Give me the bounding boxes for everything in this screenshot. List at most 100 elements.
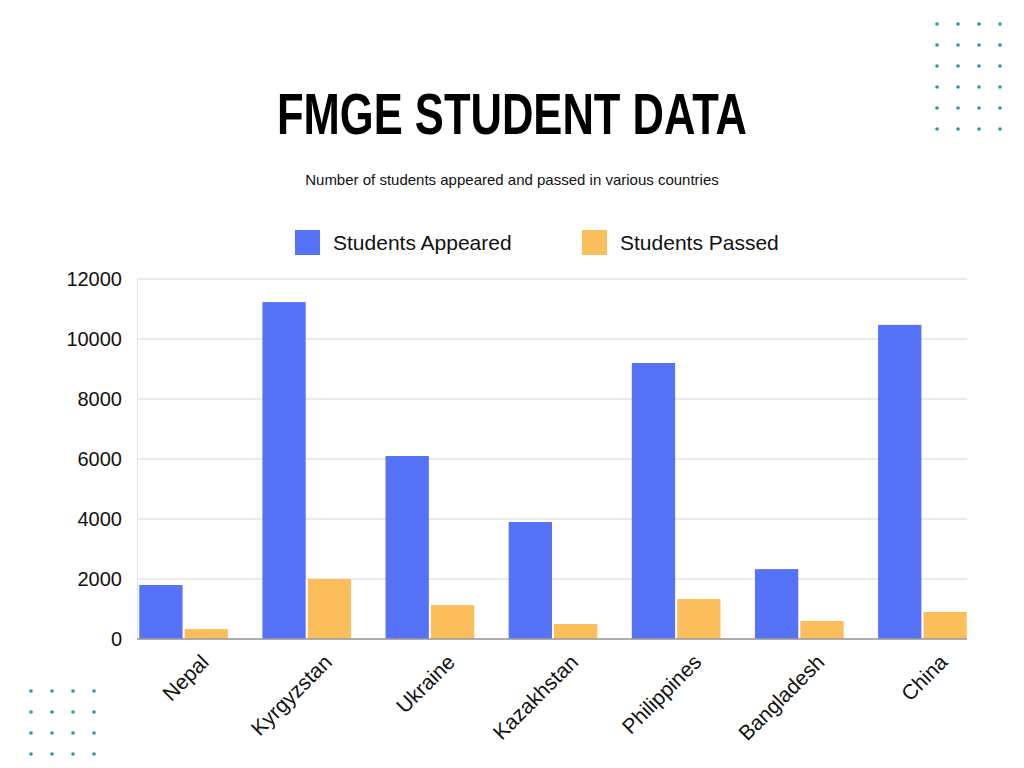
y-tick-label: 4000 — [78, 508, 123, 530]
decor-dot — [956, 64, 960, 68]
decor-dot — [50, 710, 54, 714]
grid-line — [137, 399, 967, 400]
y-axis-line — [137, 280, 138, 640]
x-tick-label: Kazakhstan — [488, 650, 582, 744]
x-tick: Philippines — [617, 639, 705, 738]
x-tick: Bangladesh — [734, 639, 829, 745]
bar — [800, 621, 843, 639]
bar — [386, 456, 429, 639]
x-axis: Nepal Kyrgyzstan Ukraine Kazakhstan Philippi… — [137, 639, 967, 745]
y-tick-label: 12000 — [66, 268, 122, 290]
bar — [185, 629, 228, 639]
bar — [878, 325, 921, 639]
x-tick-label: Philippines — [617, 650, 705, 738]
decor-dot — [977, 22, 981, 26]
y-tick-label: 8000 — [78, 388, 123, 410]
decor-dot — [956, 127, 960, 131]
grid-line — [137, 339, 967, 340]
bar — [632, 363, 675, 639]
decor-dot — [29, 752, 33, 756]
y-tick-label: 10000 — [66, 328, 122, 350]
x-tick: Nepal — [158, 639, 213, 705]
decor-dot — [998, 127, 1002, 131]
chart: FMGE STUDENT DATA Number of students appe… — [0, 0, 1024, 768]
y-tick: 6000 — [78, 448, 138, 470]
x-tick-label: Nepal — [158, 650, 213, 705]
decor-dot — [71, 731, 75, 735]
decor-dot — [956, 43, 960, 47]
y-tick: 10000 — [66, 328, 137, 350]
legend: Students Appeared Students Passed — [295, 230, 779, 255]
x-tick: China — [897, 639, 952, 705]
decor-dot — [92, 752, 96, 756]
decoration — [29, 22, 1002, 756]
bar — [923, 612, 966, 639]
x-tick-label: Kyrgyzstan — [246, 650, 336, 740]
y-tick-label: 6000 — [78, 448, 123, 470]
bar — [755, 569, 798, 639]
decor-dot — [29, 731, 33, 735]
decor-dot — [935, 127, 939, 131]
decor-dot — [998, 85, 1002, 89]
grid-line — [137, 519, 967, 520]
decor-dot — [956, 85, 960, 89]
bar — [262, 302, 305, 639]
bar — [308, 579, 351, 639]
decor-dot — [29, 710, 33, 714]
decor-dot — [71, 689, 75, 693]
bar — [554, 624, 597, 639]
bar — [431, 605, 474, 639]
subtitle: Number of students appeared and passed i… — [305, 171, 719, 188]
grid — [137, 279, 967, 639]
decor-dot — [71, 752, 75, 756]
x-tick: Kazakhstan — [488, 639, 582, 744]
bar — [677, 599, 720, 639]
decor-dot — [977, 43, 981, 47]
bar — [509, 522, 552, 639]
title: FMGE STUDENT DATA — [277, 81, 747, 146]
y-tick: 0 — [111, 628, 137, 650]
grid-line — [137, 579, 967, 580]
grid-line — [137, 459, 967, 460]
y-tick: 12000 — [66, 268, 137, 290]
x-tick: Ukraine — [392, 639, 459, 717]
decor-dot — [935, 43, 939, 47]
legend-label: Students Appeared — [333, 231, 512, 254]
decor-dot — [50, 731, 54, 735]
decor-dot — [977, 127, 981, 131]
y-tick: 4000 — [78, 508, 138, 530]
decor-dot — [29, 689, 33, 693]
grid-line — [137, 279, 967, 280]
decor-dot — [998, 43, 1002, 47]
legend-swatch — [295, 230, 320, 255]
x-tick-label: Ukraine — [392, 650, 459, 717]
y-tick-label: 2000 — [78, 568, 123, 590]
y-axis: 0 2000 4000 6000 8000 10000 12000 — [66, 268, 137, 650]
decor-dot — [50, 752, 54, 756]
decor-dot — [956, 22, 960, 26]
decor-dot — [998, 106, 1002, 110]
decor-dot — [956, 106, 960, 110]
x-tick: Kyrgyzstan — [246, 639, 336, 740]
decor-dot — [935, 22, 939, 26]
decor-dot — [71, 710, 75, 714]
y-tick: 8000 — [78, 388, 138, 410]
decor-dot — [977, 64, 981, 68]
decor-dot — [92, 710, 96, 714]
x-axis-line — [137, 638, 967, 640]
x-tick-label: China — [897, 650, 952, 705]
bar — [139, 585, 182, 639]
decor-dot — [50, 689, 54, 693]
decor-dot — [935, 106, 939, 110]
decor-dot — [92, 689, 96, 693]
decor-dot — [92, 731, 96, 735]
decor-dot — [977, 85, 981, 89]
y-tick-label: 0 — [111, 628, 122, 650]
legend-swatch — [582, 230, 607, 255]
legend-label: Students Passed — [620, 231, 779, 254]
decor-dot — [935, 64, 939, 68]
decor-dot — [998, 22, 1002, 26]
x-tick-label: Bangladesh — [734, 650, 829, 745]
y-tick: 2000 — [78, 568, 138, 590]
decor-dot — [977, 106, 981, 110]
